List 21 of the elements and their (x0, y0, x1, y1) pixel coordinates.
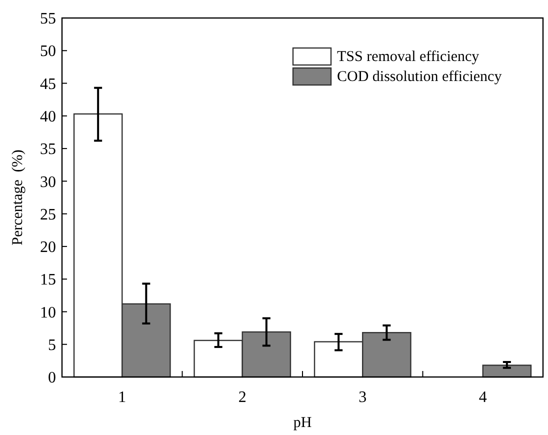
y-tick-label: 0 (48, 370, 56, 387)
y-tick-label: 40 (40, 108, 56, 126)
x-tick-label: 3 (358, 389, 367, 406)
y-tick-label: 25 (40, 206, 56, 224)
y-tick-label: 35 (40, 141, 56, 158)
legend-label: COD dissolution efficiency (337, 69, 502, 85)
y-tick-label: 5 (48, 336, 56, 354)
y-tick-label: 50 (40, 43, 56, 60)
x-tick-label: 2 (238, 389, 246, 406)
y-tick-label: 45 (40, 76, 56, 93)
y-tick-label: 20 (40, 239, 56, 256)
x-tick-label: 1 (118, 389, 126, 406)
y-tick-label: 15 (40, 272, 56, 289)
bar (482, 364, 532, 378)
y-tick-label: 10 (40, 304, 56, 322)
x-axis-title: pH (293, 415, 312, 431)
x-tick-label: 4 (478, 389, 487, 406)
y-tick-label: 55 (40, 10, 56, 28)
y-tick-label: 30 (40, 174, 56, 191)
legend-label: TSS removal efficiency (337, 49, 480, 65)
y-axis-title: Percentage (%) (10, 150, 26, 246)
